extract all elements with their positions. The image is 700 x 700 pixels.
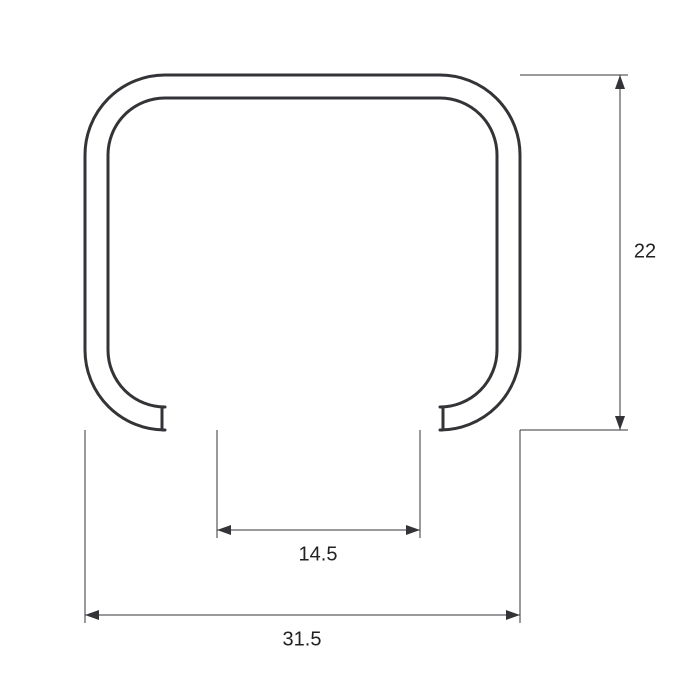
dimension-arrowhead (615, 75, 625, 89)
dimension-total-width: 31.5 (85, 430, 520, 650)
dimension-arrowhead (615, 416, 625, 430)
dimension-arrowhead (217, 525, 231, 535)
dimension-arrowhead (85, 610, 99, 620)
dimension-arrowhead (506, 610, 520, 620)
profile-outline (85, 75, 520, 430)
dimension-slot-width-value: 14.5 (299, 543, 338, 565)
dimension-slot-width: 14.5 (217, 430, 420, 565)
dimension-total-width-value: 31.5 (283, 628, 322, 650)
dimension-height-value: 22 (634, 240, 656, 262)
dimension-arrowhead (406, 525, 420, 535)
dimension-height: 22 (520, 75, 656, 430)
